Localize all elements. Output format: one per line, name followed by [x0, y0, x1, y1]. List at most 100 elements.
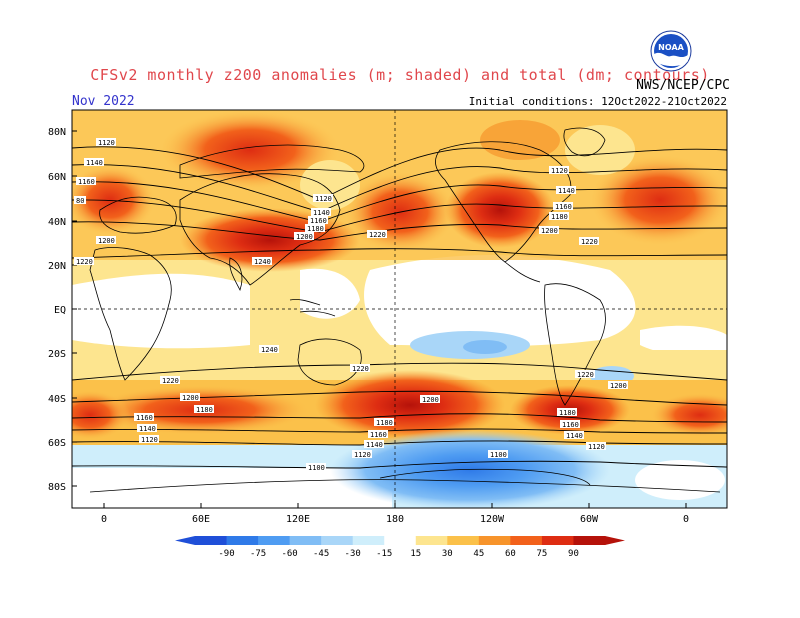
legend-swatch: [258, 536, 291, 545]
svg-text:1220: 1220: [577, 371, 594, 379]
svg-text:1240: 1240: [261, 346, 278, 354]
contour-label: 1120: [352, 450, 372, 459]
svg-text:1120: 1120: [354, 451, 371, 459]
lon-label: 120E: [286, 514, 310, 525]
lat-label: EQ: [54, 305, 66, 316]
svg-text:1140: 1140: [313, 209, 330, 217]
svg-text:1140: 1140: [558, 187, 575, 195]
svg-text:80: 80: [76, 197, 84, 205]
legend-tick-label: 45: [473, 549, 484, 559]
legend-tick-label: -15: [376, 549, 392, 559]
contour-label: 1220: [367, 230, 387, 239]
svg-text:1160: 1160: [562, 421, 579, 429]
contour-label: 1140: [556, 186, 576, 195]
svg-text:1100: 1100: [308, 464, 325, 472]
height-contours: [72, 146, 727, 469]
contour-label: 1200: [608, 381, 628, 390]
svg-text:1200: 1200: [98, 237, 115, 245]
legend-swatch: [321, 536, 354, 545]
lon-label: 180: [386, 514, 404, 525]
legend-swatch: [478, 536, 511, 545]
reference-gridlines: [72, 110, 727, 508]
legend-tick-label: -75: [250, 549, 266, 559]
contour-label: 1160: [134, 413, 154, 422]
svg-text:1100: 1100: [490, 451, 507, 459]
contour-label: 1140: [364, 440, 384, 449]
svg-text:1220: 1220: [162, 377, 179, 385]
legend-tick-label: 90: [568, 549, 579, 559]
legend-swatch: [573, 536, 606, 545]
contour-label: 1140: [84, 158, 104, 167]
legend-tick-label: 75: [537, 549, 548, 559]
svg-text:1220: 1220: [369, 231, 386, 239]
svg-text:1220: 1220: [76, 258, 93, 266]
svg-text:1220: 1220: [352, 365, 369, 373]
contour-label: 1240: [259, 345, 279, 354]
contour-label: 1120: [313, 194, 333, 203]
svg-text:1160: 1160: [310, 217, 327, 225]
contour-label: 1240: [252, 257, 272, 266]
legend-swatch: [447, 536, 480, 545]
legend-tick-label: -60: [281, 549, 297, 559]
lon-label: 120W: [480, 514, 505, 525]
contour-label: 1200: [96, 236, 116, 245]
legend-tick-label: 15: [410, 549, 421, 559]
contour-label: 1160: [308, 216, 328, 225]
svg-text:1180: 1180: [196, 406, 213, 414]
contour-label: 1120: [96, 138, 116, 147]
legend-arrow-right: [605, 536, 625, 545]
contour-label: 1220: [579, 237, 599, 246]
legend-tick-label: 60: [505, 549, 516, 559]
svg-text:1120: 1120: [551, 167, 568, 175]
contour-label: 1140: [564, 431, 584, 440]
legend-swatch: [195, 536, 228, 545]
contour-label: 1160: [368, 430, 388, 439]
contour-label: 1120: [549, 166, 569, 175]
contour-label: 1200: [294, 232, 314, 241]
svg-text:1180: 1180: [376, 419, 393, 427]
contour-label: 1160: [553, 202, 573, 211]
legend-tick-label: -45: [313, 549, 329, 559]
contour-label: 1180: [374, 418, 394, 427]
legend-tick-label: -30: [345, 549, 361, 559]
lon-label: 0: [101, 514, 107, 525]
svg-text:1120: 1120: [98, 139, 115, 147]
svg-text:1160: 1160: [370, 431, 387, 439]
initial-conditions: Initial conditions: 12Oct2022-21Oct2022: [468, 95, 727, 108]
contour-label: 1220: [74, 257, 94, 266]
contour-label: 1180: [557, 408, 577, 417]
lat-label: 20S: [48, 349, 66, 360]
noaa-logo-icon: NOAA: [650, 30, 692, 72]
lat-label: 40S: [48, 394, 66, 405]
svg-text:1140: 1140: [86, 159, 103, 167]
contour-label: 1140: [137, 424, 157, 433]
svg-text:1120: 1120: [141, 436, 158, 444]
lat-label: 20N: [48, 261, 66, 272]
contour-label: 1220: [575, 370, 595, 379]
svg-text:1200: 1200: [296, 233, 313, 241]
svg-text:1180: 1180: [307, 225, 324, 233]
legend-arrow-left: [175, 536, 195, 545]
legend-swatch: [289, 536, 322, 545]
lat-label: 60S: [48, 438, 66, 449]
svg-text:1160: 1160: [78, 178, 95, 186]
svg-text:1120: 1120: [588, 443, 605, 451]
lat-label: 40N: [48, 217, 66, 228]
legend-tick-label: -90: [218, 549, 234, 559]
legend-swatch: [541, 536, 574, 545]
contour-label: 1160: [76, 177, 96, 186]
contour-label: 1180: [549, 212, 569, 221]
contour-label: 1140: [311, 208, 331, 217]
svg-text:1200: 1200: [541, 227, 558, 235]
contour-label: 1180: [305, 224, 325, 233]
agency-label: NWS/NCEP/CPC: [636, 78, 730, 93]
svg-text:1220: 1220: [581, 238, 598, 246]
contour-labels-south: 1240 1220 1220 1220 1200 1200 1180 1160 …: [134, 345, 628, 472]
color-legend: -90 -75 -60 -45 -30 -15 15 30 45 60 75 90: [175, 536, 625, 559]
svg-text:1180: 1180: [551, 213, 568, 221]
lat-label: 80S: [48, 482, 66, 493]
chart-title: CFSv2 monthly z200 anomalies (m; shaded)…: [90, 66, 710, 84]
contour-label: 1200: [420, 395, 440, 404]
svg-text:NOAA: NOAA: [658, 43, 684, 52]
